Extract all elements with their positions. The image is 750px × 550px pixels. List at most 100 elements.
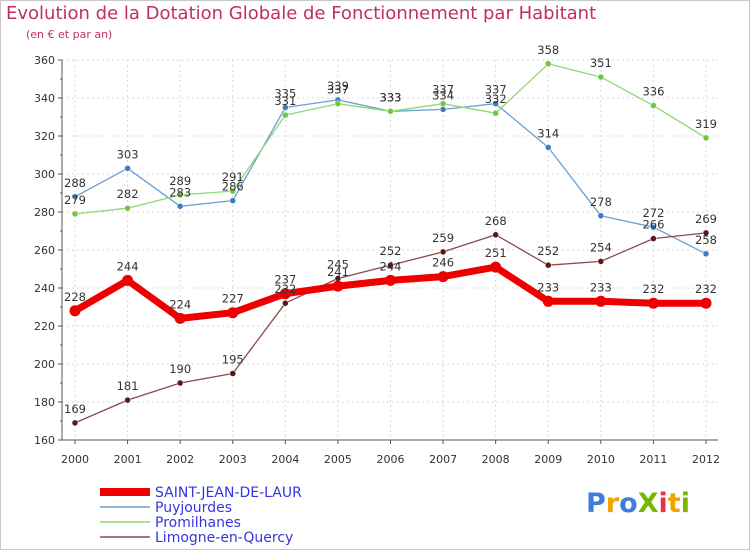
data-point [650,235,657,242]
x-tick-label: 2000 [61,453,89,466]
x-tick-label: 2010 [587,453,615,466]
data-point [124,165,131,172]
data-point [700,297,712,309]
data-point [492,109,499,117]
y-tick-label: 240 [34,282,55,295]
y-tick-label: 320 [34,130,55,143]
data-label: 252 [537,244,559,258]
data-label: 244 [117,259,139,273]
data-label: 169 [64,402,86,416]
data-point [492,100,499,107]
series-promilhanes [71,60,710,218]
data-point [176,379,184,387]
data-point [702,229,710,237]
data-point [545,144,552,151]
data-label: 269 [695,212,717,226]
legend-label: Limogne-en-Quercy [155,530,293,546]
data-label: 246 [432,256,454,270]
data-label: 288 [64,176,86,190]
data-label: 181 [117,379,139,393]
logo-letter: X [637,488,659,519]
y-tick-label: 220 [34,320,55,333]
data-point [176,191,184,199]
logo-letter: o [619,488,638,519]
data-label: 334 [432,88,454,102]
data-label: 232 [695,282,717,296]
y-tick-label: 300 [34,168,55,181]
data-label: 254 [590,240,612,254]
data-label: 333 [380,90,402,104]
data-label: 245 [327,258,349,272]
data-label: 233 [537,280,559,294]
x-tick-label: 2012 [692,453,720,466]
data-label: 339 [327,79,349,93]
x-tick-label: 2002 [166,453,194,466]
data-label: 228 [64,290,86,304]
data-label: 232 [642,282,664,296]
x-tick-label: 2005 [324,453,352,466]
legend: SAINT-JEAN-DE-LAURPuyjourdesPromilhanesL… [100,485,302,546]
data-label: 259 [432,231,454,245]
data-point [124,396,131,404]
y-tick-label: 200 [34,358,55,371]
x-tick-label: 2001 [114,453,142,466]
chart-subtitle: (en € et par an) [26,28,113,41]
data-point [69,305,81,317]
data-point [597,258,605,265]
data-label: 335 [274,87,296,101]
x-tick-label: 2006 [377,453,405,466]
x-tick-label: 2008 [482,453,510,466]
data-label: 336 [642,85,664,99]
data-point [227,307,239,319]
data-point [595,295,607,307]
y-tick-label: 340 [34,92,55,105]
data-labels: 228 244 224 227 237 241 244 246 251 233 233 232 232 2… [64,43,717,416]
data-label: 337 [432,83,454,97]
legend-label: Promilhanes [155,515,241,531]
y-tick-label: 280 [34,206,55,219]
data-label: 233 [590,280,612,294]
chart-title: Evolution de la Dotation Globale de Fonc… [6,3,597,24]
data-label: 358 [537,43,559,57]
data-point [439,248,447,256]
data-point [702,250,710,258]
data-point [597,73,605,81]
data-point [71,193,79,201]
data-label: 283 [169,185,191,199]
data-point [332,280,344,292]
data-point [650,102,657,109]
data-point [650,223,657,231]
series-limogne-en-quercy [71,229,710,427]
x-tick-label: 2011 [639,453,667,466]
data-label: 282 [117,187,139,201]
data-point [122,274,134,286]
data-point [124,204,131,212]
logo-letter: r [605,488,620,519]
data-label: 272 [642,206,664,220]
data-point [439,100,447,107]
data-point [174,312,186,324]
data-label: 190 [169,362,191,376]
data-point [282,104,289,111]
data-point [490,261,502,273]
series-layer [69,60,712,427]
data-label: 266 [642,218,664,232]
data-label: 244 [380,259,402,273]
data-label: 289 [169,174,191,188]
data-point [437,271,449,283]
data-point [702,134,710,142]
data-label: 195 [222,353,244,367]
data-label: 314 [537,126,559,140]
data-label: 252 [380,244,402,258]
x-tick-label: 2003 [219,453,247,466]
data-label: 291 [222,170,244,184]
data-label: 232 [274,282,296,296]
data-point [229,197,236,204]
data-point [385,274,396,286]
data-point [229,187,236,195]
data-point [71,419,79,427]
x-tick-label: 2009 [534,453,562,466]
y-tick-label: 360 [34,54,55,67]
data-point [282,111,289,119]
